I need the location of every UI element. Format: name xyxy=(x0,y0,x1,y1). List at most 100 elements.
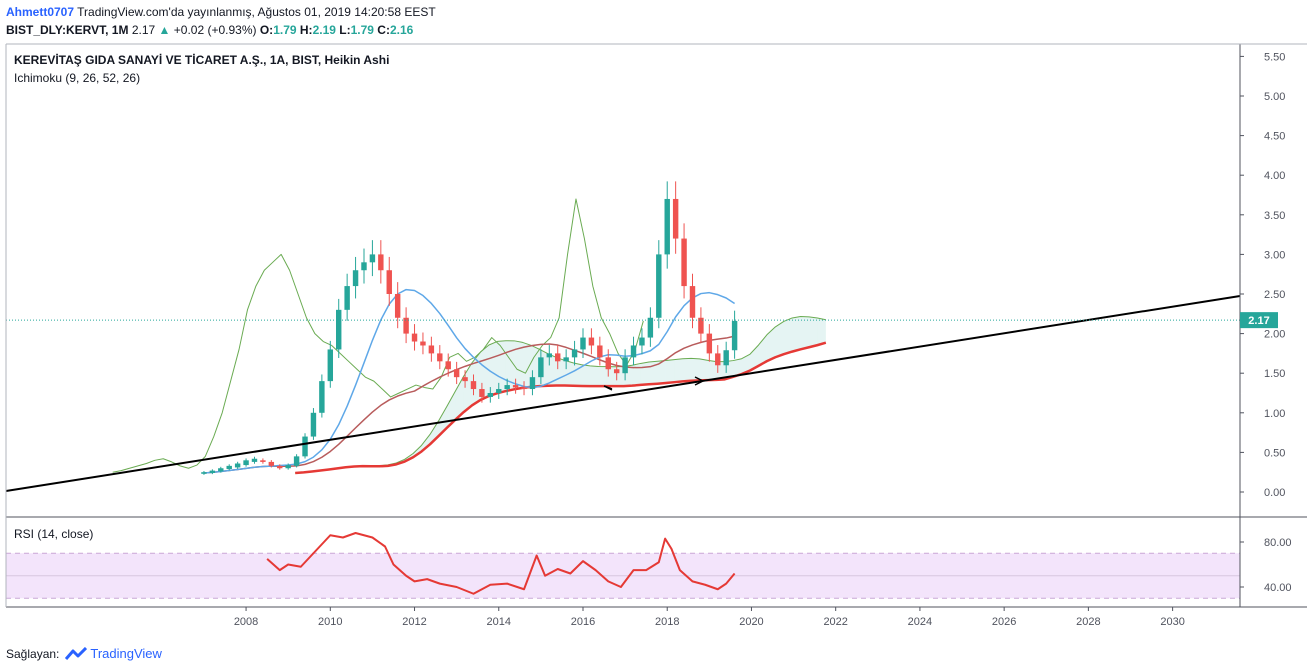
right-arrow-icon xyxy=(694,376,704,386)
ichimoku-cloud-segment xyxy=(750,345,759,371)
ichimoku-cloud-segment xyxy=(522,342,532,388)
x-tick-label: 2024 xyxy=(908,616,932,628)
candle-body xyxy=(285,465,291,469)
ichimoku-cloud-segment xyxy=(817,318,826,346)
candle-body xyxy=(656,254,662,318)
low-value: 1.79 xyxy=(350,23,374,37)
ichimoku-cloud-segment xyxy=(783,317,793,355)
published-line: Ahmett0707 TradingView.com'da yayınlanmı… xyxy=(6,5,436,19)
ichimoku-cloud-segment xyxy=(606,366,616,387)
ichimoku-cloud-segment xyxy=(581,364,591,387)
rsi-y-tick-label: 40.00 xyxy=(1264,582,1292,594)
ichimoku-cloud-segment xyxy=(800,316,810,350)
candle-body xyxy=(327,349,334,382)
candle-body xyxy=(555,353,561,362)
candle-body xyxy=(352,270,359,287)
candle-body xyxy=(403,317,409,334)
candle-body xyxy=(647,317,654,338)
ichimoku-cloud-segment xyxy=(809,316,818,348)
footer: Sağlayan: TradingView xyxy=(6,646,162,661)
ichimoku-cloud-segment xyxy=(472,352,481,406)
candle-body xyxy=(538,357,544,378)
published-text: TradingView.com'da yayınlanmış, Ağustos … xyxy=(77,5,436,19)
ichimoku-cloud-segment xyxy=(640,362,649,385)
ichimoku-cloud-segment xyxy=(733,358,742,377)
y-tick-label: 5.00 xyxy=(1264,91,1285,103)
x-tick-label: 2028 xyxy=(1076,616,1100,628)
candle-body xyxy=(605,357,611,370)
x-tick-label: 2014 xyxy=(487,616,511,628)
candle-body xyxy=(453,369,460,378)
ichimoku-cloud-segment xyxy=(741,354,751,375)
ichimoku-cloud-segment xyxy=(421,434,430,452)
last-price: 2.17 xyxy=(131,23,156,37)
candle-body xyxy=(622,357,628,374)
last-price-tag-label: 2.17 xyxy=(1248,315,1269,327)
rsi-y-tick-label: 80.00 xyxy=(1264,537,1292,549)
change-value: +0.02 (+0.93%) xyxy=(173,23,257,37)
candle-body xyxy=(521,387,527,390)
open-label: O: xyxy=(259,23,274,37)
candle-body xyxy=(319,381,325,413)
ichimoku-cloud-segment xyxy=(665,359,675,384)
candle-body xyxy=(428,345,435,354)
candle-body xyxy=(664,198,670,255)
candle-body xyxy=(277,465,283,469)
left-arrow-icon xyxy=(603,385,613,391)
ohlc-line: BIST_DLY:KERVT, 1M 2.17 ▲ +0.02 (+0.93%)… xyxy=(6,23,413,37)
ichimoku-cloud-segment xyxy=(632,363,641,386)
ichimoku-cloud-segment xyxy=(682,358,692,382)
ichimoku-legend[interactable]: Ichimoku (9, 26, 52, 26) xyxy=(14,71,141,85)
candle-body xyxy=(201,472,207,474)
y-tick-label: 1.00 xyxy=(1264,408,1285,420)
x-tick-label: 2010 xyxy=(318,616,342,628)
close-value: 2.16 xyxy=(389,23,414,37)
candle-body xyxy=(504,385,510,390)
candle-body xyxy=(302,436,308,457)
x-tick-label: 2020 xyxy=(739,616,763,628)
candle-body xyxy=(209,470,216,473)
open-value: 1.79 xyxy=(273,23,297,37)
candle-body xyxy=(234,463,241,468)
y-tick-label: 2.50 xyxy=(1264,289,1285,301)
y-tick-label: 4.00 xyxy=(1264,170,1285,182)
candle-body xyxy=(394,294,401,318)
ichimoku-cloud-segment xyxy=(573,362,582,386)
ichimoku-cloud-segment xyxy=(657,360,666,384)
x-tick-label: 2018 xyxy=(655,616,679,628)
candle-body xyxy=(218,468,224,472)
candle-body xyxy=(369,254,376,263)
tradingview-logo-icon xyxy=(65,646,88,660)
symbol-label: BIST_DLY:KERVT, 1M xyxy=(6,23,129,37)
candle-body xyxy=(613,369,620,374)
rsi-pane-title[interactable]: RSI (14, close) xyxy=(14,527,94,541)
ichimoku-cloud-segment xyxy=(775,321,784,358)
main-pane xyxy=(5,181,1241,492)
candle-body xyxy=(672,198,679,239)
candle-body xyxy=(698,317,704,334)
ichimoku-cloud-segment xyxy=(514,340,523,390)
ichimoku-cloud-segment xyxy=(716,361,725,380)
candle-body xyxy=(336,309,342,350)
ichimoku-cloud-segment xyxy=(455,376,464,420)
tradingview-link[interactable]: TradingView xyxy=(65,646,162,661)
ichimoku-cloud-segment xyxy=(531,345,540,387)
candle-body xyxy=(260,460,266,462)
rsi-line xyxy=(266,532,736,595)
candle-body xyxy=(293,456,300,466)
author-link[interactable]: Ahmett0707 xyxy=(6,5,75,19)
ichimoku-tenkan xyxy=(203,288,736,474)
ichimoku-cloud-segment xyxy=(413,445,422,458)
candle-body xyxy=(639,337,645,346)
candle-body xyxy=(226,465,232,470)
trendline xyxy=(5,295,1241,492)
candle-body xyxy=(420,341,426,346)
candle-body xyxy=(546,353,553,358)
candle-body xyxy=(361,262,367,271)
x-tick-label: 2022 xyxy=(823,616,847,628)
y-tick-label: 5.50 xyxy=(1264,51,1285,63)
candle-body xyxy=(310,412,317,437)
ichimoku-cloud-segment xyxy=(674,358,683,383)
low-label: L: xyxy=(339,23,351,37)
